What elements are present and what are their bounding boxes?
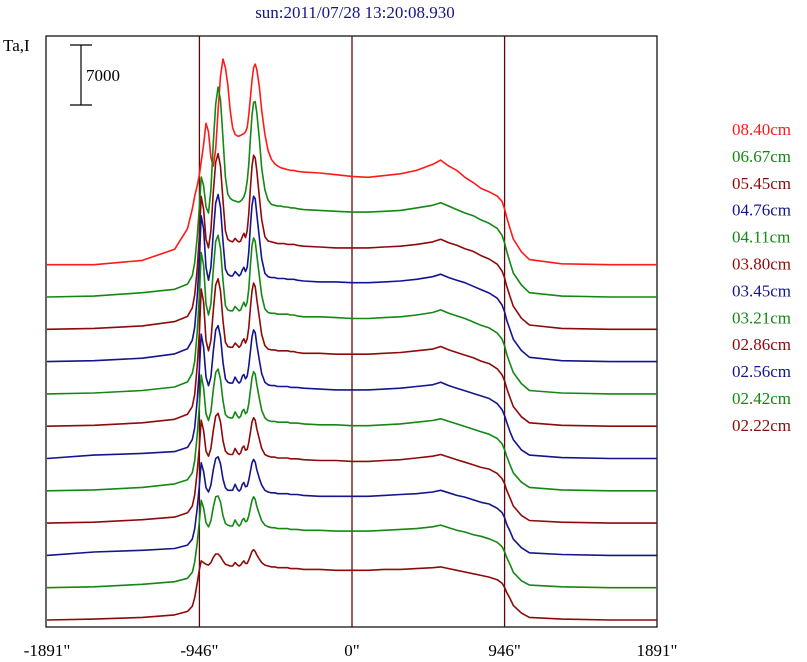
legend-entry-04.11cm: 04.11cm	[732, 228, 790, 247]
legend-entry-03.80cm: 03.80cm	[732, 255, 791, 274]
series-line-02.42cm	[46, 495, 657, 589]
series-line-06.67cm	[46, 86, 657, 298]
series-group	[46, 58, 657, 621]
x-tick-label-2: 0"	[344, 641, 359, 660]
legend-entry-02.56cm: 02.56cm	[732, 362, 791, 381]
legend-entry-08.40cm: 08.40cm	[732, 120, 791, 139]
legend-entry-06.67cm: 06.67cm	[732, 147, 791, 166]
y-axis-label: Ta,I	[3, 36, 30, 55]
vertical-reference-lines	[198, 36, 506, 627]
chart-title: sun:2011/07/28 13:20:08.930	[255, 3, 455, 22]
series-line-03.80cm	[46, 278, 657, 427]
legend-entry-02.86cm: 02.86cm	[732, 335, 791, 354]
series-line-03.45cm	[46, 324, 657, 460]
x-tick-label-1: -946"	[180, 641, 218, 660]
series-line-02.86cm	[46, 412, 657, 524]
series-line-08.40cm	[47, 58, 657, 266]
legend-entry-02.42cm: 02.42cm	[732, 389, 791, 408]
series-line-03.21cm	[46, 368, 657, 492]
legend-entry-02.22cm: 02.22cm	[732, 416, 791, 435]
series-line-04.11cm	[46, 234, 657, 395]
legend-entry-04.76cm: 04.76cm	[732, 201, 791, 220]
legend-entry-03.21cm: 03.21cm	[732, 308, 791, 327]
scale-bar-label: 7000	[86, 66, 120, 85]
series-line-02.22cm	[46, 548, 657, 621]
series-line-05.45cm	[46, 152, 657, 331]
x-tick-label-4: 1891"	[637, 641, 678, 660]
series-line-02.56cm	[46, 456, 657, 557]
x-tick-labels: -1891" -946" 0" 946" 1891"	[24, 641, 678, 660]
series-line-04.76cm	[46, 193, 657, 363]
scale-bar: 7000	[70, 44, 120, 106]
x-tick-label-0: -1891"	[24, 641, 71, 660]
legend-entry-03.45cm: 03.45cm	[732, 281, 791, 300]
legend: 08.40cm 06.67cm 05.45cm 04.76cm 04.11cm 03.80…	[732, 120, 791, 435]
x-tick-label-3: 946"	[488, 641, 520, 660]
legend-entry-05.45cm: 05.45cm	[732, 174, 791, 193]
